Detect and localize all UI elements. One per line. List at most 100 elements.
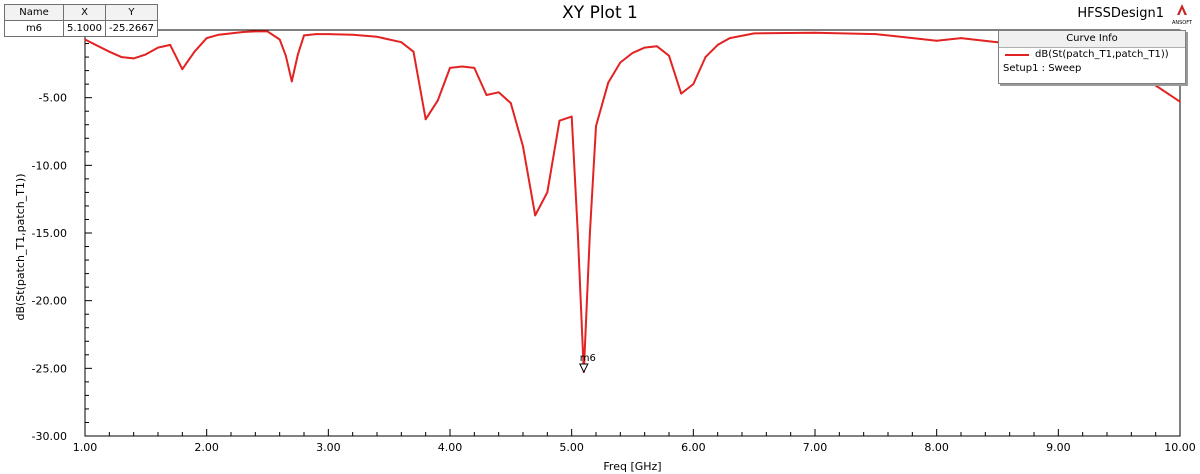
data-point: [217, 33, 220, 36]
marker-column-y: Y: [105, 4, 158, 21]
data-point: [303, 34, 305, 37]
data-point: [266, 30, 269, 33]
data-point: [449, 66, 451, 69]
data-point: [716, 43, 719, 46]
data-point: [619, 61, 622, 64]
y-tick-label: -25.00: [32, 362, 67, 375]
data-point: [297, 53, 299, 56]
logo-text: ANSOFT: [1172, 20, 1193, 26]
x-axis-label: Freq [GHz]: [603, 460, 661, 473]
data-point: [278, 38, 281, 41]
data-point: [315, 33, 318, 35]
marker-column-x: X: [63, 4, 106, 21]
data-point: [120, 56, 123, 58]
x-tick-label: 1.00: [73, 441, 98, 454]
data-point: [996, 41, 999, 44]
data-point: [327, 33, 330, 35]
data-point: [132, 57, 135, 60]
x-tick-label: 4.00: [438, 441, 463, 454]
data-point: [144, 53, 147, 56]
marker-name-cell: m6: [4, 20, 64, 37]
data-point: [1179, 100, 1181, 103]
data-point: [424, 118, 427, 121]
data-point: [376, 35, 378, 38]
legend-title: Curve Info: [999, 31, 1185, 48]
data-point: [284, 54, 287, 57]
data-point: [668, 54, 670, 57]
data-point: [576, 232, 579, 234]
data-point: [351, 33, 354, 36]
data-point: [193, 50, 196, 53]
y-tick-label: -15.00: [32, 227, 67, 240]
x-tick-label: 9.00: [1046, 441, 1071, 454]
data-point: [497, 91, 500, 94]
x-tick-label: 10.00: [1164, 441, 1196, 454]
design-name-label: HFSSDesign1: [1077, 6, 1164, 21]
data-point: [169, 43, 172, 46]
marker-row[interactable]: m6 5.1000 -25.2667: [4, 20, 158, 37]
marker-label: m6: [580, 353, 596, 364]
y-axis-label: dB(St(patch_T1,patch_T1)): [14, 173, 27, 320]
y-tick-label: -5.00: [39, 92, 67, 105]
data-point: [874, 33, 877, 35]
data-point: [814, 31, 816, 34]
ansoft-logo-icon: ANSOFT: [1172, 4, 1193, 26]
x-tick-label: 3.00: [316, 441, 341, 454]
data-point: [1166, 92, 1169, 95]
legend-line-swatch: [1005, 54, 1029, 56]
y-tick-label: -20.00: [32, 295, 67, 308]
data-point: [181, 68, 184, 71]
data-point: [412, 50, 415, 53]
data-point: [534, 214, 537, 217]
data-point: [935, 39, 938, 42]
x-tick-label: 6.00: [681, 441, 706, 454]
data-point: [230, 32, 232, 35]
data-point: [522, 145, 524, 148]
data-point: [570, 115, 573, 118]
data-point: [546, 191, 549, 194]
data-point: [473, 66, 476, 69]
y-tick-label: -10.00: [32, 159, 67, 172]
x-tick-label: 5.00: [559, 441, 584, 454]
data-point: [753, 32, 756, 35]
data-point: [509, 102, 512, 104]
x-tick-label: 8.00: [924, 441, 949, 454]
data-point: [704, 56, 707, 58]
data-point: [558, 119, 561, 122]
data-point: [631, 52, 634, 54]
data-point: [692, 83, 695, 86]
data-point: [1154, 84, 1157, 87]
legend-trace-label: dB(St(patch_T1,patch_T1)): [1035, 49, 1169, 60]
marker-triangle-icon: [579, 363, 589, 374]
data-point: [595, 125, 597, 127]
marker-column-name: Name: [4, 4, 64, 21]
data-point: [108, 50, 111, 53]
data-point: [643, 46, 646, 49]
data-point: [728, 37, 731, 40]
legend-setup-label: Setup1 : Sweep: [1003, 63, 1082, 74]
x-tick-label: 7.00: [803, 441, 828, 454]
plot-title: XY Plot 1: [562, 3, 638, 23]
data-point: [436, 99, 439, 102]
data-point: [205, 37, 208, 40]
data-point: [589, 232, 591, 234]
data-point: [607, 81, 610, 84]
data-point: [485, 94, 488, 96]
data-point: [84, 38, 86, 41]
data-point: [655, 45, 658, 48]
marker-x-cell: 5.1000: [63, 20, 106, 37]
data-point: [157, 46, 159, 49]
data-point: [461, 65, 464, 68]
data-point: [290, 80, 293, 83]
y-tick-label: -30.00: [32, 430, 67, 443]
data-point: [680, 92, 683, 95]
data-point: [400, 41, 403, 44]
marker-y-cell: -25.2667: [105, 20, 158, 37]
legend-entry[interactable]: dB(St(patch_T1,patch_T1)): [999, 48, 1185, 62]
data-point: [254, 30, 257, 33]
curve-info-legend[interactable]: Curve Info dB(St(patch_T1,patch_T1)) Set…: [998, 30, 1186, 84]
data-point: [960, 37, 962, 40]
marker-table[interactable]: Name X Y m6 5.1000 -25.2667: [4, 4, 158, 37]
